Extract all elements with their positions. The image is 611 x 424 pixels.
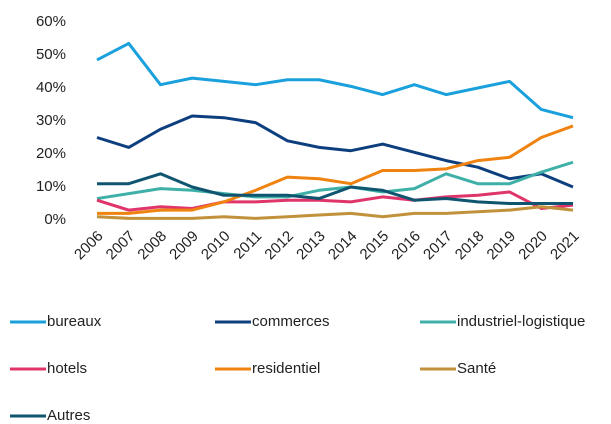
x-tick-label: 2020 (515, 228, 551, 264)
series-line (96, 190, 574, 212)
legend-label: Autres (47, 407, 90, 424)
x-tick-label: 2016 (388, 228, 424, 264)
x-tick-label: 2019 (484, 228, 520, 264)
x-tick-label: 2007 (103, 228, 139, 264)
legend-label: hotels (47, 360, 87, 377)
x-tick-label: 2013 (293, 228, 329, 264)
y-tick-label: 10% (36, 178, 66, 195)
y-tick-label: 30% (36, 112, 66, 129)
series-line (96, 41, 574, 120)
y-tick-label: 0% (44, 211, 66, 228)
x-tick-label: 2017 (420, 228, 456, 264)
x-tick-label: 2009 (166, 228, 202, 264)
legend-label: bureaux (47, 313, 102, 330)
x-tick-label: 2021 (547, 228, 583, 264)
y-tick-label: 20% (36, 145, 66, 162)
legend-label: residentiel (252, 360, 320, 377)
x-tick-label: 2010 (198, 228, 234, 264)
x-tick-label: 2014 (325, 228, 361, 264)
x-tick-label: 2018 (452, 228, 488, 264)
y-tick-label: 50% (36, 46, 66, 63)
x-tick-label: 2011 (230, 228, 265, 263)
legend-label: Santé (457, 360, 496, 377)
y-tick-label: 40% (36, 79, 66, 96)
series-line (96, 160, 574, 201)
x-tick-label: 2006 (71, 228, 107, 264)
y-tick-label: 60% (36, 13, 66, 30)
legend-label: commerces (252, 313, 330, 330)
legend-label: industriel-logistique (457, 313, 585, 330)
series-line (97, 124, 574, 215)
x-tick-label: 2012 (261, 228, 297, 264)
x-tick-label: 2008 (134, 228, 170, 264)
x-tick-label: 2015 (357, 228, 393, 264)
series-line (97, 172, 573, 205)
series-line (96, 205, 574, 220)
series-line (96, 114, 574, 189)
